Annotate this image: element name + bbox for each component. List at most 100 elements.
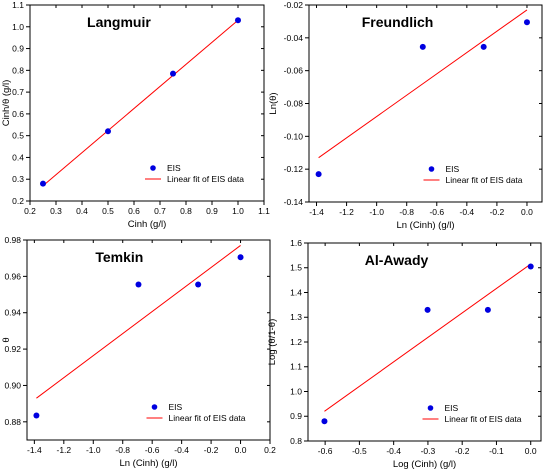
y-tick-label: 0.8 — [290, 436, 302, 446]
y-tick-label: -0.04 — [284, 33, 304, 43]
y-tick-label: -0.08 — [284, 98, 304, 108]
y-axis-label: Ln(θ) — [268, 92, 279, 114]
x-axis-label: Log (Cinh) (g/l) — [393, 459, 456, 470]
chart-title: Al-Awady — [365, 252, 429, 268]
y-tick-label: 1.3 — [290, 312, 302, 322]
x-tick-label: 0.5 — [102, 206, 114, 216]
y-tick-label: 0.3 — [12, 174, 24, 184]
chart-panel-2: -1.4 -1.2 -1.0 -0.8 -0.6 -0.4 -0.2 0.0 -0.14 -0.1… — [268, 0, 543, 231]
data-point — [195, 281, 202, 288]
chart-title: Freundlich — [362, 14, 434, 30]
data-point — [523, 19, 530, 26]
y-tick-label: 0.7 — [12, 87, 24, 97]
data-point — [321, 418, 328, 425]
x-tick-label: -0.6 — [318, 446, 333, 456]
legend-box — [142, 399, 264, 425]
legend-label-fit: Linear fit of EIS data — [169, 413, 246, 423]
x-tick-label: 0.2 — [24, 206, 36, 216]
legend-box — [418, 400, 535, 426]
legend-label-fit: Linear fit of EIS data — [446, 175, 523, 185]
x-axis-label: Ln (Cinh) (g/l) — [396, 220, 454, 231]
data-point — [527, 263, 534, 270]
x-tick-label: -1.0 — [369, 207, 384, 217]
x-tick-label: -1.2 — [339, 207, 354, 217]
y-tick-label: 0.92 — [4, 344, 21, 354]
y-tick-label: 0.94 — [4, 308, 21, 318]
fit-line — [42, 19, 239, 187]
legend-label-points: EIS — [445, 403, 459, 413]
y-tick-label: 0.9 — [290, 411, 302, 421]
fit-line — [36, 245, 241, 399]
x-tick-label: 0.6 — [128, 206, 140, 216]
y-tick-label: -0.14 — [284, 197, 304, 207]
x-tick-label: 0.7 — [154, 206, 166, 216]
y-tick-label: 1.2 — [290, 337, 302, 347]
data-point — [235, 17, 241, 24]
legend-box — [419, 161, 536, 187]
x-tick-label: -0.4 — [174, 445, 189, 455]
x-tick-label: -0.2 — [455, 446, 470, 456]
y-tick-label: -0.06 — [284, 66, 304, 76]
x-tick-label: 0.4 — [76, 206, 88, 216]
y-axis-label: Log (θ/1-θ) — [267, 319, 278, 365]
chart-panel-4: -0.6 -0.5 -0.4 -0.3 -0.2 -0.1 0.0 0.8 0.9 1.0 1.1 1… — [267, 238, 542, 470]
x-tick-label: 0.0 — [235, 445, 247, 455]
y-tick-label: 0.6 — [12, 109, 24, 119]
x-tick-label: -1.4 — [27, 445, 42, 455]
x-tick-label: 1.1 — [258, 206, 270, 216]
x-tick-label: 1.0 — [232, 206, 244, 216]
legend-box — [141, 160, 258, 186]
data-point — [237, 254, 244, 261]
y-tick-label: 0.5 — [12, 131, 24, 141]
x-tick-label: -0.1 — [489, 446, 504, 456]
x-tick-label: 0.0 — [525, 446, 537, 456]
x-tick-label: -0.3 — [421, 446, 436, 456]
data-point — [424, 306, 431, 313]
x-tick-label: 0.0 — [521, 207, 533, 217]
data-point — [170, 70, 176, 77]
legend-label-fit: Linear fit of EIS data — [445, 414, 522, 424]
chart-title: Temkin — [95, 249, 143, 265]
y-tick-label: 1.1 — [12, 0, 24, 10]
x-tick-label: 0.3 — [50, 206, 62, 216]
y-tick-label: -0.02 — [284, 0, 304, 10]
legend-point-marker — [151, 404, 158, 410]
y-tick-label: 1.4 — [290, 287, 302, 297]
y-tick-label: 1.6 — [290, 238, 302, 248]
x-tick-label: -0.6 — [429, 207, 444, 217]
data-point — [480, 43, 487, 50]
y-tick-label: 1.1 — [290, 362, 302, 372]
y-tick-label: 1.0 — [290, 386, 302, 396]
x-tick-label: -0.2 — [204, 445, 219, 455]
y-tick-label: 1.5 — [290, 263, 302, 273]
x-tick-label: 0.9 — [206, 206, 218, 216]
y-tick-label: 0.90 — [4, 380, 21, 390]
x-tick-label: 0.2 — [264, 445, 276, 455]
data-point — [135, 281, 142, 288]
y-tick-label: 1.0 — [12, 22, 24, 32]
x-tick-label: -0.8 — [115, 445, 130, 455]
x-tick-label: -0.5 — [352, 446, 367, 456]
data-point — [419, 43, 426, 50]
chart-title: Langmuir — [87, 14, 151, 30]
x-tick-label: -1.2 — [56, 445, 71, 455]
legend-label-fit: Linear fit of EIS data — [167, 174, 244, 184]
x-tick-label: 0.8 — [180, 206, 192, 216]
y-tick-label: 0.88 — [4, 417, 21, 427]
data-point — [40, 180, 46, 187]
x-axis-label: Cinh (g/l) — [128, 219, 167, 230]
legend-point-marker — [428, 166, 435, 172]
plot-frame — [26, 239, 271, 441]
chart-panel-1: 0.2 0.3 0.4 0.5 0.6 0.7 0.8 0.9 1.0 1.1 0.2 0.3 0.4 0… — [1, 0, 270, 230]
x-tick-label: -0.4 — [460, 207, 475, 217]
y-tick-label: -0.12 — [284, 164, 304, 174]
chart-panel-3: -1.4 -1.2 -1.0 -0.8 -0.6 -0.4 -0.2 0.0 0.2 0.88 0.… — [1, 235, 276, 469]
y-axis-label: θ — [1, 337, 12, 342]
fit-line — [324, 263, 532, 412]
y-tick-label: 0.8 — [12, 65, 24, 75]
data-point — [484, 306, 491, 313]
